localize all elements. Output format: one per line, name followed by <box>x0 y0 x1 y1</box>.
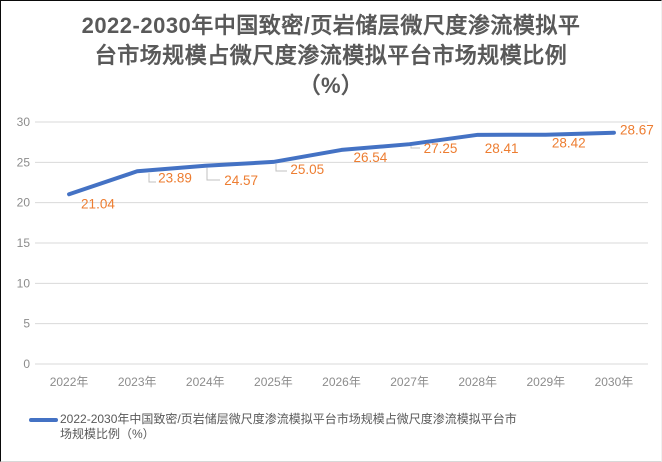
x-axis-tick-label: 2023年 <box>118 375 157 389</box>
x-axis-tick-label: 2027年 <box>390 375 429 389</box>
x-axis-tick-label: 2024年 <box>186 375 225 389</box>
y-axis-tick-label: 20 <box>17 196 31 210</box>
y-axis-tick-label: 30 <box>17 115 31 129</box>
x-axis-tick-label: 2026年 <box>322 375 361 389</box>
legend: 2022-2030年中国致密/页岩储层微尺度渗流模拟平台市场规模占微尺度渗流模拟… <box>29 412 526 442</box>
data-label: 24.57 <box>224 173 258 188</box>
x-axis-tick-label: 2025年 <box>254 375 293 389</box>
y-axis-tick-label: 0 <box>23 357 30 371</box>
y-axis-tick-label: 25 <box>17 155 31 169</box>
data-series-line <box>67 130 616 197</box>
data-label-leader-line <box>148 173 156 183</box>
data-label-leader-line <box>275 163 287 172</box>
chart-title: 2022-2030年中国致密/页岩储层微尺度渗流模拟平 台市场规模占微尺度渗流模… <box>1 11 661 101</box>
data-label: 25.05 <box>290 162 324 177</box>
data-label: 28.67 <box>620 123 654 138</box>
y-axis-tick-label: 10 <box>17 276 31 290</box>
data-label: 27.25 <box>424 141 458 156</box>
chart-title-line-2: 台市场规模占微尺度渗流模拟平台市场规模比例 <box>94 43 568 68</box>
legend-label: 2022-2030年中国致密/页岩储层微尺度渗流模拟平台市场规模占微尺度渗流模拟… <box>60 412 517 441</box>
data-label: 26.54 <box>354 150 388 165</box>
x-axis-tick-label: 2029年 <box>526 375 565 389</box>
x-axis-tick-label: 2022年 <box>50 375 89 389</box>
data-label-leader-line <box>410 146 420 149</box>
data-label: 21.04 <box>81 196 115 211</box>
data-label: 28.42 <box>552 136 586 151</box>
data-label: 23.89 <box>158 170 192 185</box>
y-axis-tick-label: 5 <box>23 317 30 331</box>
x-axis-tick-label: 2030年 <box>595 375 634 389</box>
data-label: 28.41 <box>485 141 519 156</box>
chart-title-line-1: 2022-2030年中国致密/页岩储层微尺度渗流模拟平 <box>81 13 581 38</box>
data-label-leader-line <box>206 167 220 181</box>
legend-line-marker-icon <box>29 418 58 422</box>
x-axis-tick-label: 2028年 <box>458 375 497 389</box>
y-axis-tick-label: 15 <box>17 236 31 250</box>
chart-title-line-3: （%） <box>298 73 364 98</box>
